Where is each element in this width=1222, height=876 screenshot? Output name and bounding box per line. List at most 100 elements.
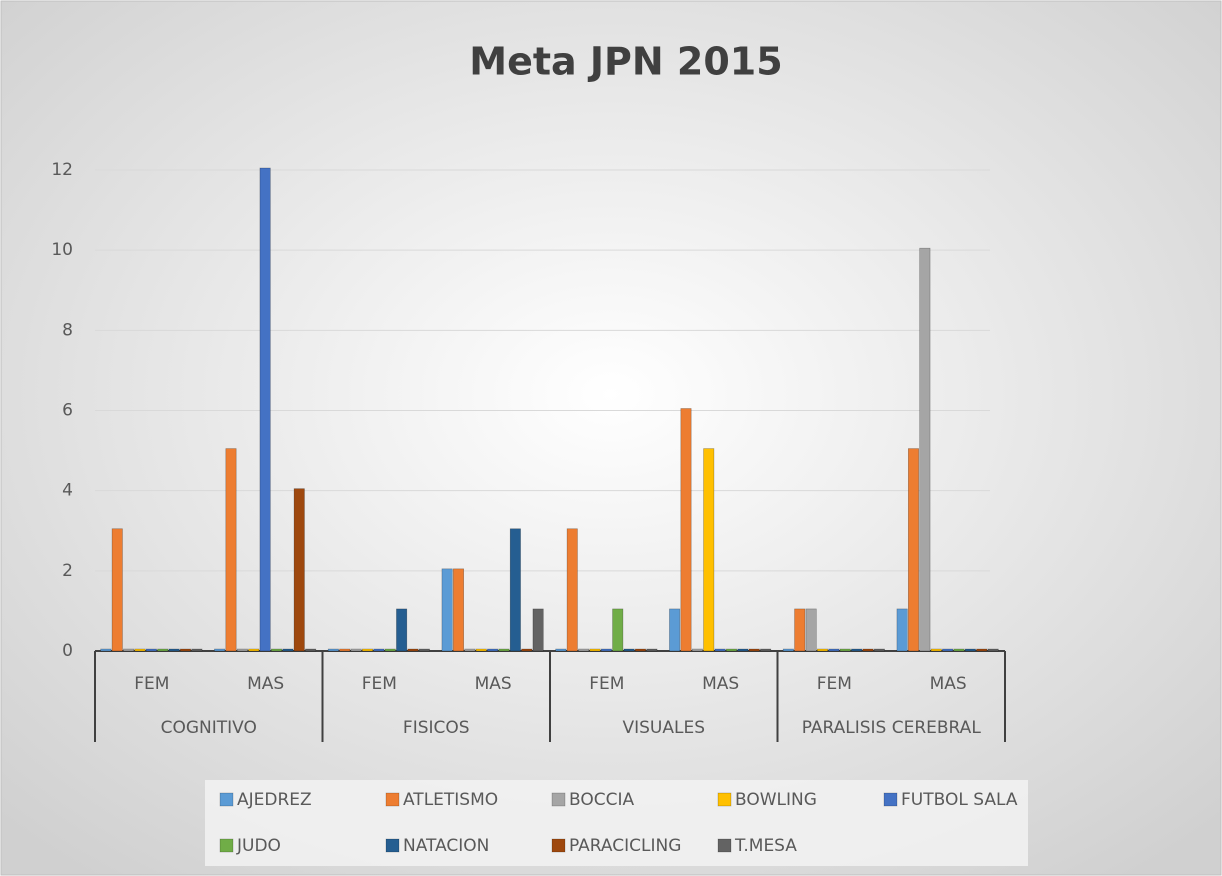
bar (555, 648, 567, 652)
bar (703, 448, 715, 652)
bar (157, 648, 169, 652)
bar (794, 608, 806, 652)
legend-label: BOCCIA (569, 790, 634, 810)
bar (293, 488, 305, 652)
bar (453, 568, 464, 652)
legend-swatch (551, 838, 566, 853)
y-tick-label: 8 (62, 320, 73, 340)
bar (498, 648, 510, 652)
legend-swatch (717, 838, 732, 853)
bar (236, 648, 248, 652)
bar (726, 648, 737, 652)
bar (521, 648, 533, 652)
bar (509, 528, 521, 652)
legend-label: PARACICLING (569, 836, 681, 856)
bar (714, 648, 726, 652)
bar (100, 648, 112, 652)
bar (134, 648, 146, 652)
bar (168, 648, 180, 652)
legend-swatch (385, 792, 400, 807)
bar (953, 648, 965, 652)
bar (339, 648, 351, 652)
legend-swatch (551, 792, 566, 807)
x-tick-label: MAS (702, 674, 739, 694)
y-tick-label: 10 (51, 240, 73, 260)
bar (111, 528, 123, 652)
bar (976, 648, 988, 652)
bar (327, 648, 339, 652)
bar (942, 648, 954, 652)
x-tick-label: FEM (817, 674, 852, 694)
bar (475, 648, 487, 652)
bar (691, 648, 703, 652)
y-tick-label: 0 (62, 641, 73, 661)
bar (782, 648, 794, 652)
legend-label: NATACION (403, 836, 489, 856)
bar (964, 648, 976, 652)
bar (987, 648, 999, 652)
legend-label: FUTBOL SALA (901, 790, 1018, 810)
legend-swatch (883, 792, 898, 807)
bar (123, 648, 135, 652)
y-tick-label: 12 (51, 160, 73, 180)
bar (362, 648, 373, 652)
legend-label: ATLETISMO (403, 790, 498, 810)
group-label: PARALISIS CEREBRAL (802, 718, 982, 738)
bar (373, 648, 385, 652)
bar (589, 648, 601, 652)
bar (646, 648, 658, 652)
bar (600, 648, 612, 652)
bar (271, 648, 282, 652)
bar (384, 648, 396, 652)
bar (487, 648, 499, 652)
bar (180, 648, 191, 652)
group-label: VISUALES (622, 718, 705, 738)
x-tick-label: FEM (589, 674, 624, 694)
bar (805, 608, 817, 652)
bar (407, 648, 419, 652)
bar (532, 608, 544, 652)
y-tick-label: 2 (62, 561, 73, 581)
bar (441, 568, 453, 652)
bar (817, 648, 828, 652)
bar (635, 648, 646, 652)
chart-title: Meta JPN 2015 (469, 40, 782, 84)
bar (760, 648, 772, 652)
bar (305, 648, 317, 652)
bar (578, 648, 590, 652)
bar (930, 648, 942, 652)
legend-label: BOWLING (735, 790, 817, 810)
bar (418, 648, 430, 652)
legend-swatch (219, 792, 234, 807)
bar (748, 648, 760, 652)
bar (464, 648, 476, 652)
bar (680, 408, 692, 652)
y-tick-label: 4 (62, 481, 73, 501)
y-tick-label: 6 (62, 401, 73, 421)
bar (828, 648, 840, 652)
group-label: FISICOS (403, 718, 470, 738)
x-tick-label: FEM (362, 674, 397, 694)
bar (873, 648, 885, 652)
legend-swatch (717, 792, 732, 807)
bar (282, 648, 294, 652)
group-label: COGNITIVO (161, 718, 257, 738)
x-tick-label: FEM (134, 674, 169, 694)
legend-label: T.MESA (734, 836, 797, 856)
bar (214, 648, 226, 652)
bar (919, 247, 931, 652)
legend-label: AJEDREZ (237, 790, 312, 810)
bar (851, 648, 863, 652)
bar (862, 648, 874, 652)
bar (566, 528, 578, 652)
bar (225, 448, 237, 652)
bar (350, 648, 362, 652)
bar (191, 648, 203, 652)
bar (259, 167, 271, 652)
bar (248, 648, 260, 652)
x-tick-label: MAS (930, 674, 967, 694)
bar (612, 608, 624, 652)
bar (623, 648, 635, 652)
x-tick-label: MAS (475, 674, 512, 694)
